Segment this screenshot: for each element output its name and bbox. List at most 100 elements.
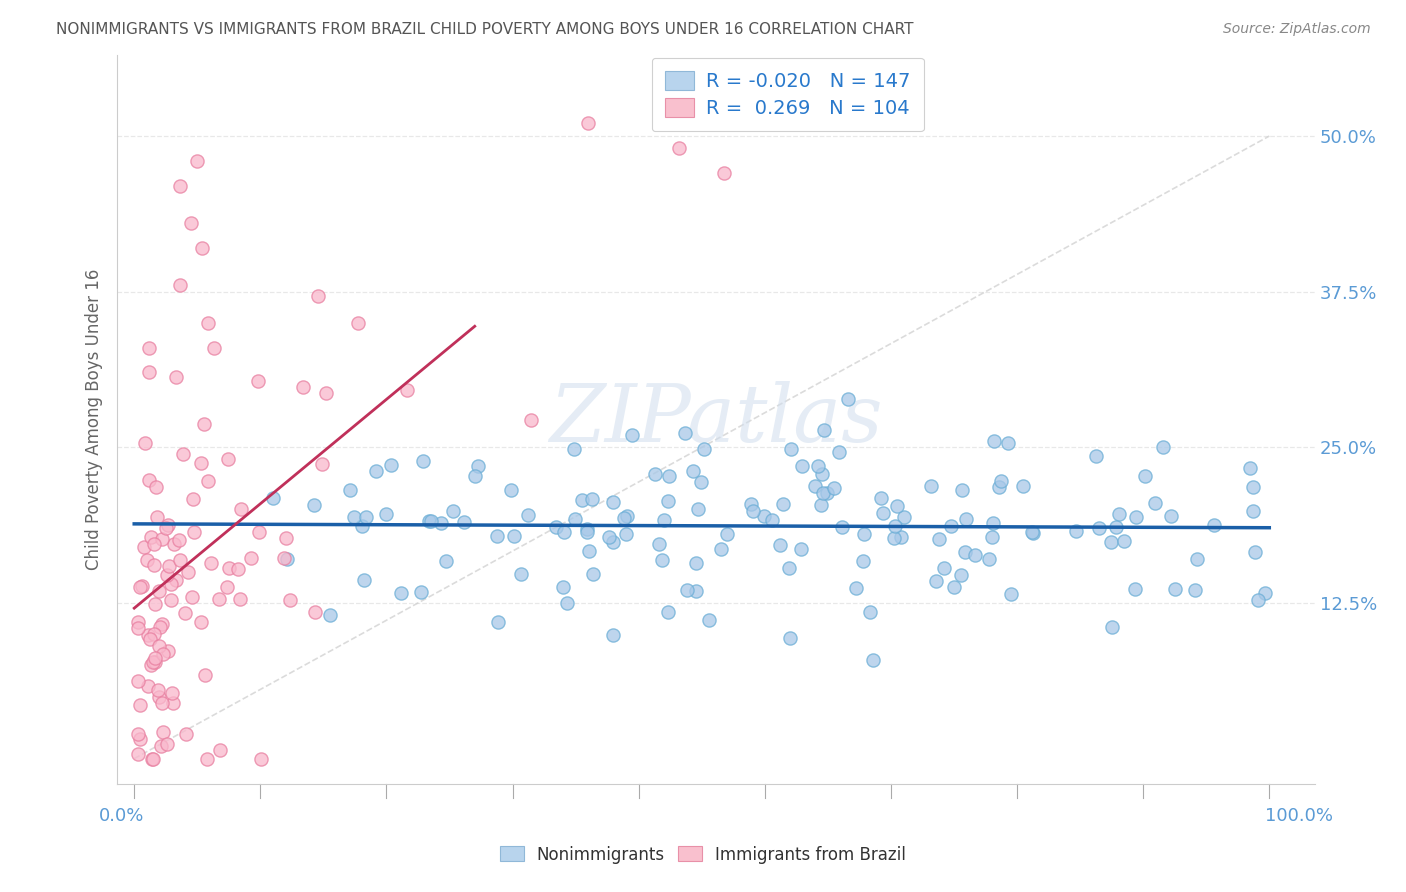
Point — [516, 508, 538, 523]
Point — [804, 479, 827, 493]
Point — [143, 651, 166, 665]
Point — [148, 640, 170, 654]
Point — [934, 561, 956, 575]
Point — [943, 580, 966, 594]
Point — [142, 656, 165, 670]
Point — [1244, 545, 1267, 559]
Point — [152, 617, 174, 632]
Point — [139, 658, 162, 673]
Point — [811, 467, 834, 482]
Point — [997, 436, 1019, 450]
Point — [138, 365, 160, 379]
Point — [148, 584, 170, 599]
Point — [716, 527, 738, 541]
Point — [502, 529, 524, 543]
Point — [467, 459, 489, 474]
Point — [156, 568, 179, 582]
Point — [127, 727, 149, 741]
Point — [1239, 460, 1261, 475]
Point — [138, 341, 160, 355]
Point — [852, 554, 875, 568]
Point — [1021, 524, 1043, 539]
Point — [353, 573, 375, 587]
Point — [193, 417, 215, 431]
Point — [180, 216, 202, 230]
Point — [845, 581, 868, 595]
Point — [893, 509, 915, 524]
Point — [955, 511, 977, 525]
Point — [509, 566, 531, 581]
Point — [713, 166, 735, 180]
Point — [546, 519, 568, 533]
Point — [853, 527, 876, 541]
Point — [562, 442, 585, 456]
Point — [1241, 504, 1264, 518]
Point — [925, 574, 948, 589]
Point — [1164, 582, 1187, 597]
Point — [217, 451, 239, 466]
Point — [143, 656, 166, 670]
Point — [1125, 509, 1147, 524]
Point — [342, 510, 364, 524]
Point — [162, 696, 184, 710]
Point — [215, 580, 238, 594]
Point — [434, 554, 457, 568]
Point — [152, 647, 174, 661]
Point — [412, 454, 434, 468]
Point — [1108, 508, 1130, 522]
Point — [1087, 521, 1109, 535]
Point — [143, 558, 166, 572]
Point — [928, 533, 950, 547]
Point — [160, 576, 183, 591]
Point — [823, 481, 845, 495]
Point — [828, 444, 851, 458]
Point — [127, 615, 149, 630]
Text: 100.0%: 100.0% — [1264, 806, 1333, 825]
Point — [291, 380, 314, 394]
Point — [1099, 535, 1122, 549]
Point — [155, 520, 177, 534]
Point — [134, 436, 156, 450]
Point — [1202, 517, 1225, 532]
Point — [138, 632, 160, 646]
Point — [165, 574, 187, 588]
Text: 0.0%: 0.0% — [100, 806, 145, 825]
Point — [668, 141, 690, 155]
Point — [1143, 496, 1166, 510]
Point — [488, 615, 510, 630]
Point — [145, 480, 167, 494]
Point — [208, 743, 231, 757]
Point — [202, 341, 225, 355]
Point — [231, 501, 253, 516]
Point — [872, 506, 894, 520]
Point — [1185, 551, 1208, 566]
Point — [181, 491, 204, 506]
Point — [374, 507, 396, 521]
Point — [692, 442, 714, 457]
Point — [1246, 592, 1268, 607]
Point — [152, 725, 174, 739]
Point — [740, 497, 762, 511]
Point — [1101, 619, 1123, 633]
Point — [644, 467, 666, 481]
Point — [352, 519, 374, 533]
Point — [778, 561, 800, 575]
Point — [673, 425, 696, 440]
Point — [319, 607, 342, 622]
Point — [411, 584, 433, 599]
Point — [180, 591, 202, 605]
Point — [136, 679, 159, 693]
Point — [195, 751, 218, 765]
Point — [862, 653, 884, 667]
Point — [1112, 533, 1135, 548]
Point — [576, 116, 599, 130]
Point — [688, 502, 710, 516]
Point — [142, 626, 165, 640]
Point — [165, 369, 187, 384]
Point — [380, 458, 402, 472]
Point — [150, 532, 173, 546]
Point — [810, 498, 832, 512]
Legend: R = -0.020   N = 147, R =  0.269   N = 104: R = -0.020 N = 147, R = 0.269 N = 104 — [651, 58, 924, 131]
Point — [1022, 526, 1045, 541]
Point — [981, 516, 1004, 530]
